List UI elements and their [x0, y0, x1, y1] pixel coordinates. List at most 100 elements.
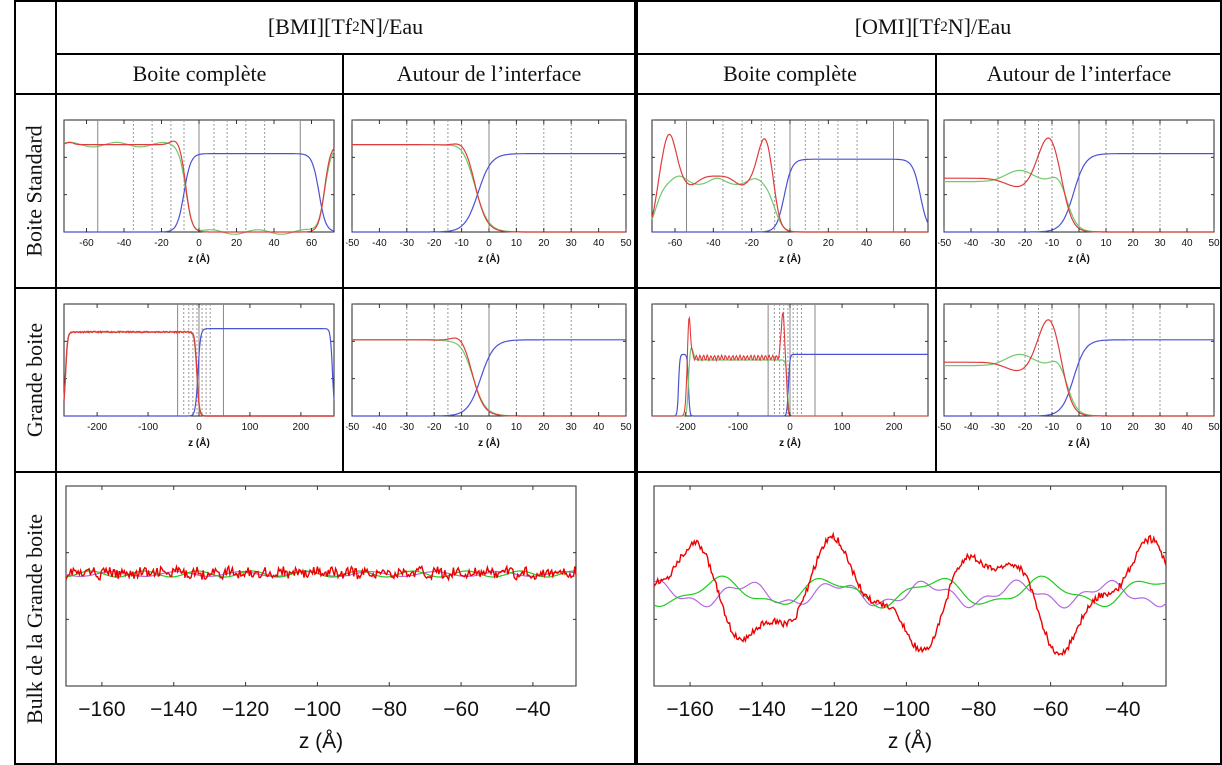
x-axis-label: z (Å): [1068, 252, 1090, 265]
red-curve: [63, 330, 334, 417]
row-label-standard: Boite Standard: [14, 94, 56, 288]
x-tick-label: -40: [372, 238, 387, 249]
x-tick-label: 30: [1154, 238, 1166, 249]
x-tick-label: 30: [566, 422, 578, 433]
header-omi-sub: 2: [940, 18, 948, 35]
x-tick-label: −60: [443, 698, 479, 721]
x-tick-label: -60: [668, 238, 683, 249]
x-tick-label: 50: [620, 422, 632, 433]
border-row-4: [14, 471, 1222, 473]
chart-big-omi-full: -200 -100 0 100 200 z (Å): [651, 303, 929, 449]
header-bmi-sub: 2: [352, 18, 360, 35]
red-curve: [65, 563, 577, 582]
x-tick-label: -30: [400, 238, 415, 249]
x-tick-label: −100: [883, 698, 930, 721]
x-tick-label: −60: [1033, 698, 1069, 721]
row-label-bulk-text: Bulk de la Grande boite: [22, 513, 48, 724]
header-omi-prefix: [OMI][Tf: [854, 14, 941, 39]
chart-big-omi-interface: -50 -40 -30 -20 -10 0 10 20 30 40 50 z (Å): [938, 303, 1220, 449]
blue-curve: [352, 152, 626, 233]
x-tick-label: -100: [138, 422, 158, 433]
red-curve: [352, 143, 626, 233]
border-col-3: [935, 54, 937, 472]
x-tick-label: −140: [150, 698, 197, 721]
x-axis-label: z (Å): [188, 436, 210, 449]
x-tick-label: 20: [1127, 422, 1139, 433]
chart-big-bmi-full: -200 -100 0 100 200 z (Å): [63, 303, 335, 449]
border-row-2: [14, 93, 1222, 95]
blue-curve: [652, 353, 928, 417]
x-tick-label: 10: [1100, 422, 1112, 433]
x-tick-label: 0: [196, 238, 202, 249]
x-tick-label: -20: [744, 238, 759, 249]
x-axis-label: z (Å): [888, 730, 932, 753]
x-tick-label: 60: [306, 238, 318, 249]
chart-std-omi-interface: -50 -40 -30 -20 -10 0 10 20 30 40 50 z (Å): [938, 119, 1220, 265]
x-tick-label: -200: [87, 422, 107, 433]
x-tick-label: 40: [268, 238, 280, 249]
x-tick-label: −100: [294, 698, 341, 721]
x-tick-label: -10: [1045, 422, 1060, 433]
border-col-0: [55, 0, 57, 765]
x-tick-label: -30: [991, 422, 1006, 433]
x-tick-label: -20: [1018, 238, 1033, 249]
col-header-bmi-interface: Autour de l’interface: [396, 61, 582, 86]
x-axis-label: z (Å): [188, 252, 210, 265]
x-tick-label: 0: [196, 422, 202, 433]
col-header-omi-full: Boite complète: [723, 61, 857, 86]
border-left: [14, 0, 16, 765]
x-tick-label: -30: [991, 238, 1006, 249]
x-tick-label: 20: [1127, 238, 1139, 249]
x-tick-label: −80: [371, 698, 407, 721]
x-tick-label: 60: [899, 238, 911, 249]
border-row-3: [14, 287, 1222, 289]
header-bmi-suffix: N]/Eau: [359, 14, 424, 39]
x-tick-label: 100: [242, 422, 259, 433]
header-bmi-water: [BMI][Tf 2 N]/Eau: [56, 0, 635, 54]
row-label-grande-text: Grande boite: [22, 322, 48, 438]
border-top: [14, 0, 1222, 2]
x-tick-label: −40: [515, 698, 551, 721]
x-axis-label: z (Å): [478, 436, 500, 449]
x-tick-label: -40: [964, 238, 979, 249]
x-tick-label: 0: [1076, 422, 1082, 433]
x-tick-label: −160: [666, 698, 713, 721]
chart-std-bmi-full: -60 -40 -20 0 20 40 60 z (Å): [63, 119, 335, 265]
x-tick-label: 20: [538, 238, 550, 249]
x-tick-label: -40: [964, 422, 979, 433]
header-bmi-prefix: [BMI][Tf: [267, 14, 353, 39]
chart-std-bmi-interface: -50 -40 -30 -20 -10 0 10 20 30 40 50 z (Å): [346, 119, 632, 265]
x-tick-label: 40: [1181, 238, 1193, 249]
blue-curve: [64, 328, 335, 417]
x-tick-label: 40: [593, 422, 605, 433]
plot-frame: [653, 485, 1167, 687]
chart-bulk-omi: −160 −140 −120 −100 −80 −60 −40 z (Å): [653, 485, 1167, 753]
blue-curve: [944, 339, 1214, 417]
x-tick-label: 50: [1208, 422, 1220, 433]
x-tick-label: -40: [372, 422, 387, 433]
plot-frame: [65, 485, 577, 687]
chart-big-bmi-interface: -50 -40 -30 -20 -10 0 10 20 30 40 50 z (Å): [346, 303, 632, 449]
x-tick-label: 50: [620, 238, 632, 249]
x-tick-label: -200: [676, 422, 696, 433]
header-omi-suffix: N]/Eau: [947, 14, 1012, 39]
border-col-mid: [634, 0, 638, 765]
header-omi-water: [OMI][Tf 2 N]/Eau: [644, 0, 1222, 54]
x-tick-label: -10: [454, 422, 469, 433]
x-tick-label: 100: [834, 422, 851, 433]
row-label-bulk: Bulk de la Grande boite: [14, 472, 56, 765]
border-col-1: [342, 54, 344, 472]
x-tick-label: -50: [938, 422, 952, 433]
x-axis-label: z (Å): [1068, 436, 1090, 449]
blue-curve: [944, 152, 1214, 233]
x-tick-label: -20: [154, 238, 169, 249]
x-tick-label: 10: [511, 238, 523, 249]
x-tick-label: -20: [427, 238, 442, 249]
x-tick-label: 0: [486, 422, 492, 433]
x-tick-label: -10: [1045, 238, 1060, 249]
x-tick-label: -100: [728, 422, 748, 433]
x-tick-label: 0: [1076, 238, 1082, 249]
row-label-standard-text: Boite Standard: [22, 125, 47, 257]
x-tick-label: 40: [593, 238, 605, 249]
